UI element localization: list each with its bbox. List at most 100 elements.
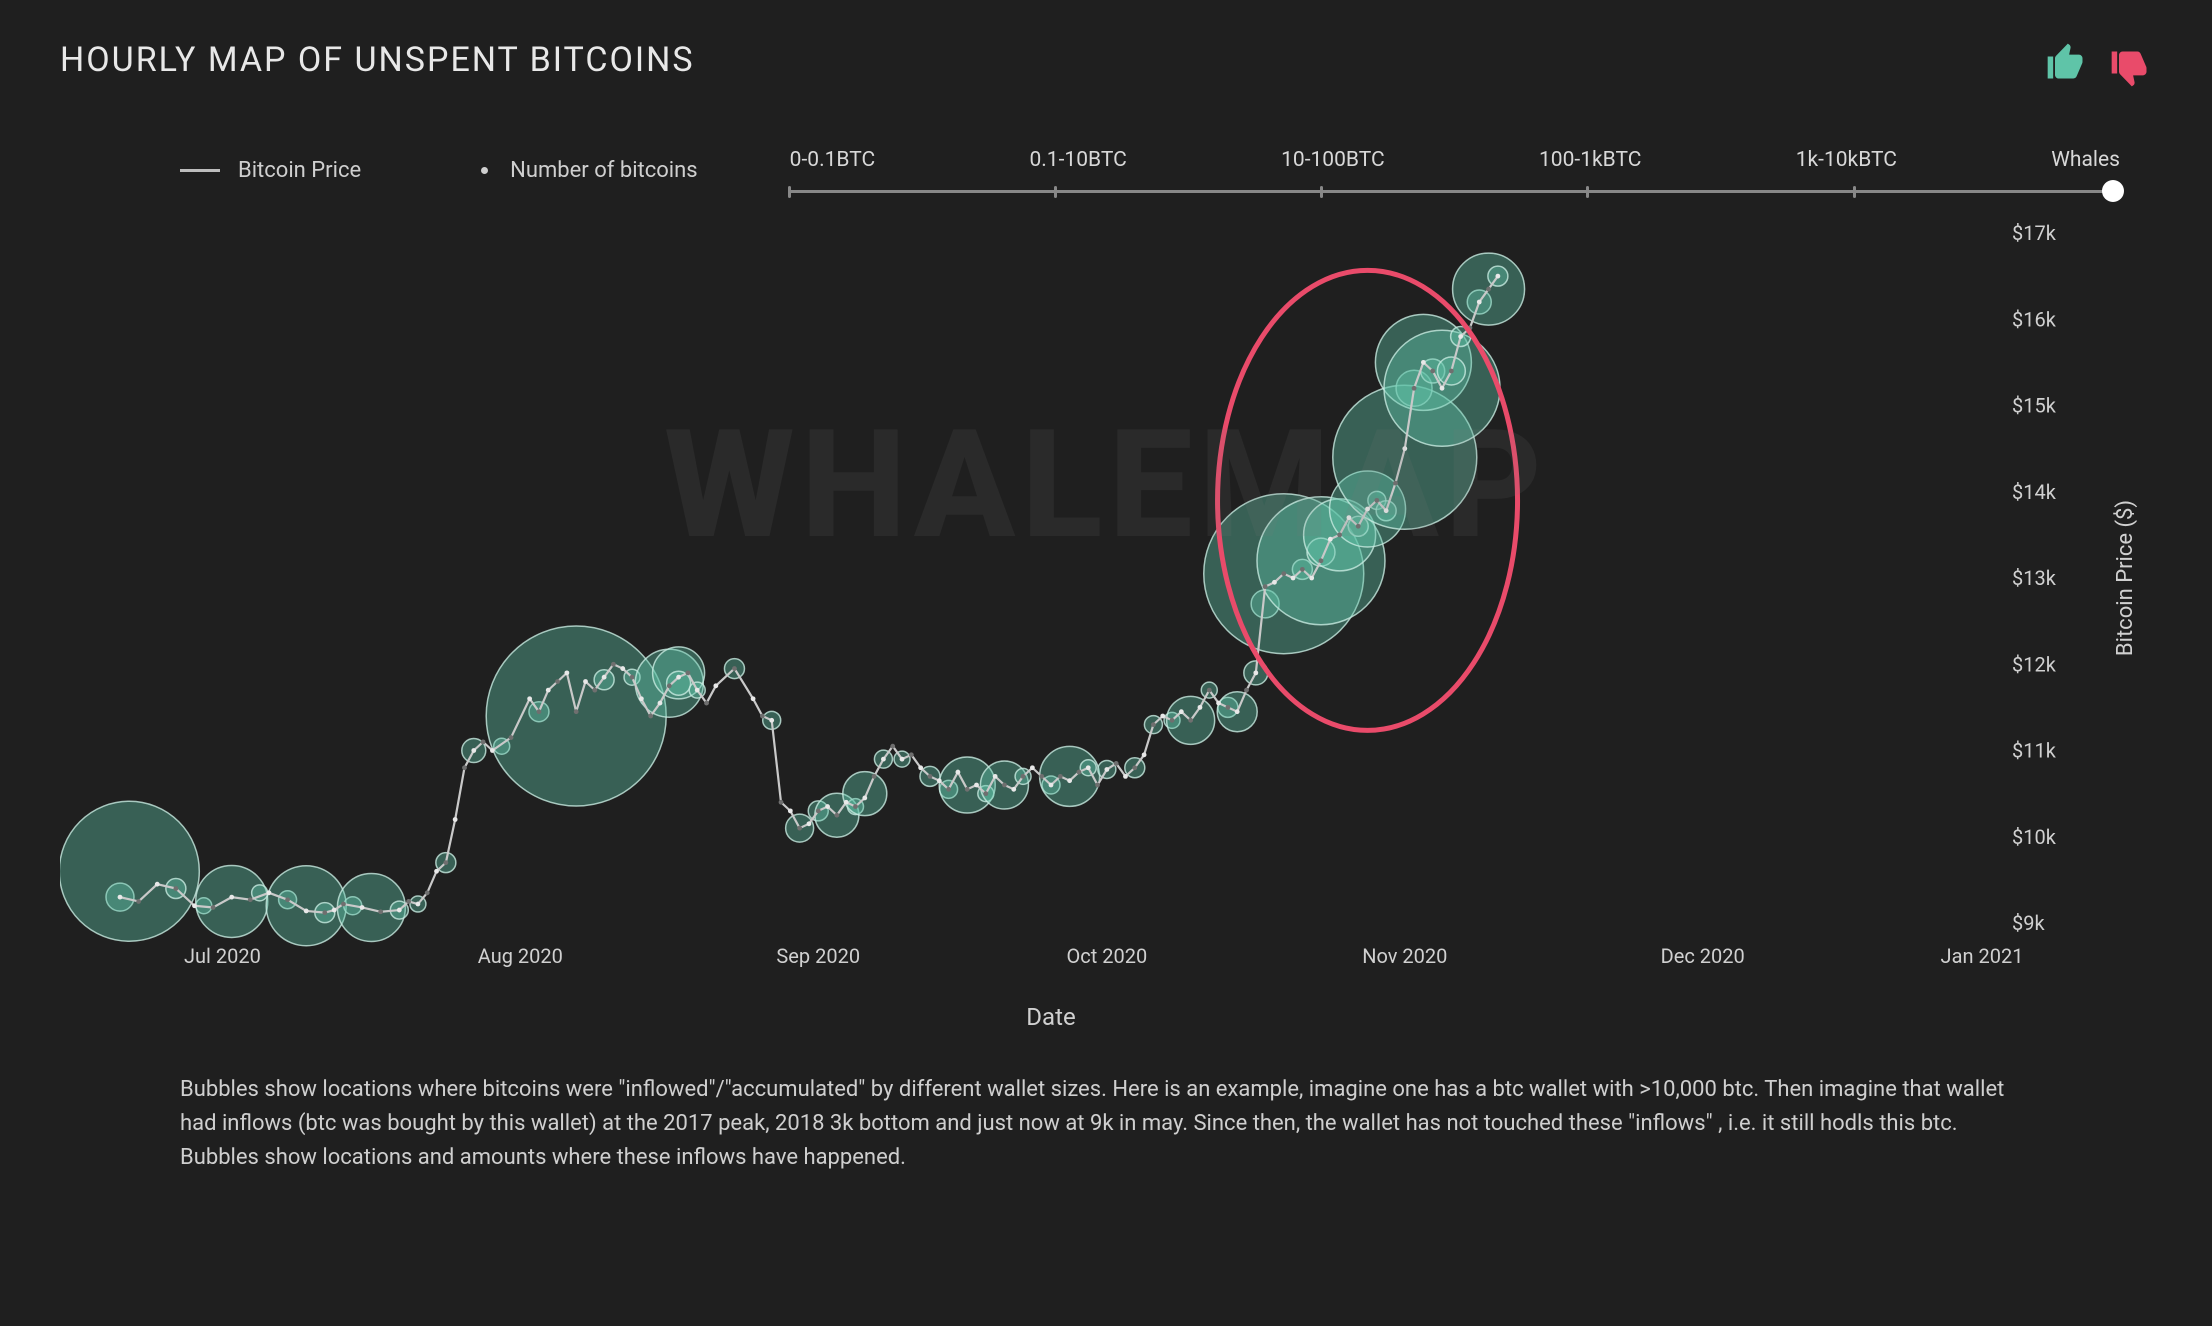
price-dot (1393, 481, 1398, 486)
price-dot (1235, 709, 1240, 714)
price-dot (965, 787, 970, 792)
price-dot (928, 774, 933, 779)
price-dot (527, 696, 532, 701)
price-dot (425, 890, 430, 895)
price-dot (1319, 558, 1324, 563)
price-dot (983, 791, 988, 796)
price-dot (1095, 783, 1100, 788)
price-dot (481, 739, 486, 744)
price-dot (378, 909, 383, 914)
price-dot (937, 778, 942, 783)
price-dot (1458, 334, 1463, 339)
price-dot (1123, 774, 1128, 779)
price-dot (704, 701, 709, 706)
price-dot (872, 774, 877, 779)
price-dot (993, 774, 998, 779)
x-tick-label: Oct 2020 (1067, 944, 1148, 968)
price-dot (1049, 783, 1054, 788)
price-dot (1477, 300, 1482, 305)
slider-ticks (788, 190, 2122, 193)
thumbs-up-icon[interactable] (2044, 40, 2088, 88)
price-dot (890, 744, 895, 749)
legend-bubbles: Number of bitcoins (481, 158, 698, 183)
price-dot (443, 860, 448, 865)
price-dot (620, 666, 625, 671)
thumbs-down-icon[interactable] (2108, 40, 2152, 88)
price-dot (1179, 709, 1184, 714)
price-dot (285, 897, 290, 902)
legend-row: Bitcoin Price Number of bitcoins 0-0.1BT… (60, 148, 2152, 193)
price-dot (686, 670, 691, 675)
price-dot (1002, 783, 1007, 788)
price-dot (1291, 576, 1296, 581)
price-dot (1347, 515, 1352, 520)
price-dot (853, 804, 858, 809)
price-dot (1225, 705, 1230, 710)
price-dot (881, 757, 886, 762)
x-tick-label: Nov 2020 (1362, 944, 1447, 968)
price-dot (1309, 576, 1314, 581)
price-dot (844, 800, 849, 805)
price-dot (1281, 571, 1286, 576)
y-tick-label: $9k (2012, 911, 2045, 935)
price-dot (453, 817, 458, 822)
y-axis: $9k$10k$11k$12k$13k$14k$15k$16k$17k (2012, 223, 2057, 935)
price-dot (304, 909, 309, 914)
wallet-size-slider[interactable]: 0-0.1BTC0.1-10BTC10-100BTC100-1kBTC1k-10… (788, 148, 2122, 193)
price-dot (695, 688, 700, 693)
price-dot (267, 890, 272, 895)
price-dot (229, 895, 234, 900)
slider-knob[interactable] (2102, 180, 2124, 202)
y-tick-label: $17k (2012, 223, 2057, 245)
price-dot (1486, 287, 1491, 292)
price-dot (173, 886, 178, 891)
price-dot (1021, 774, 1026, 779)
price-dot (341, 902, 346, 907)
price-dot (1253, 670, 1258, 675)
price-swatch (180, 169, 220, 172)
price-dot (797, 826, 802, 831)
price-dot (397, 908, 402, 913)
bubble-chart: $9k$10k$11k$12k$13k$14k$15k$16k$17kBitco… (60, 223, 2152, 1043)
price-dot (816, 808, 821, 813)
price-dot (667, 683, 672, 688)
price-dot (1356, 524, 1361, 529)
price-dot (537, 709, 542, 714)
price-dot (564, 670, 569, 675)
price-dot (1011, 787, 1016, 792)
price-dot (1365, 507, 1370, 512)
price-dot (1430, 369, 1435, 374)
price-dot (490, 748, 495, 753)
price-dot (807, 821, 812, 826)
page-title: HOURLY MAP OF UNSPENT BITCOINS (60, 40, 695, 80)
price-dot (751, 696, 756, 701)
slider-label: 10-100BTC (1281, 148, 1385, 172)
slider-labels: 0-0.1BTC0.1-10BTC10-100BTC100-1kBTC1k-10… (788, 148, 2122, 172)
price-dot (602, 675, 607, 680)
price-dot (1272, 580, 1277, 585)
price-dot (732, 666, 737, 671)
y-tick-label: $10k (2012, 825, 2057, 849)
price-dot (956, 770, 961, 775)
slider-tick (1054, 186, 1057, 198)
price-dot (1058, 774, 1063, 779)
price-dot (136, 899, 141, 904)
slider-label: Whales (2051, 148, 2120, 172)
slider-track[interactable] (788, 190, 2122, 193)
price-dot (155, 882, 160, 887)
description: Bubbles show locations where bitcoins we… (180, 1073, 2032, 1175)
price-dot (630, 675, 635, 680)
price-dot (1216, 701, 1221, 706)
price-dot (1170, 718, 1175, 723)
price-dot (1207, 688, 1212, 693)
price-dot (1067, 778, 1072, 783)
price-dot (1086, 765, 1091, 770)
price-dot (118, 895, 123, 900)
legend-price-label: Bitcoin Price (238, 158, 361, 183)
price-dot (1198, 705, 1203, 710)
price-dot (1244, 688, 1249, 693)
slider-tick (1586, 186, 1589, 198)
slider-label: 1k-10kBTC (1796, 148, 1897, 172)
price-dot (779, 800, 784, 805)
y-tick-label: $15k (2012, 394, 2057, 418)
